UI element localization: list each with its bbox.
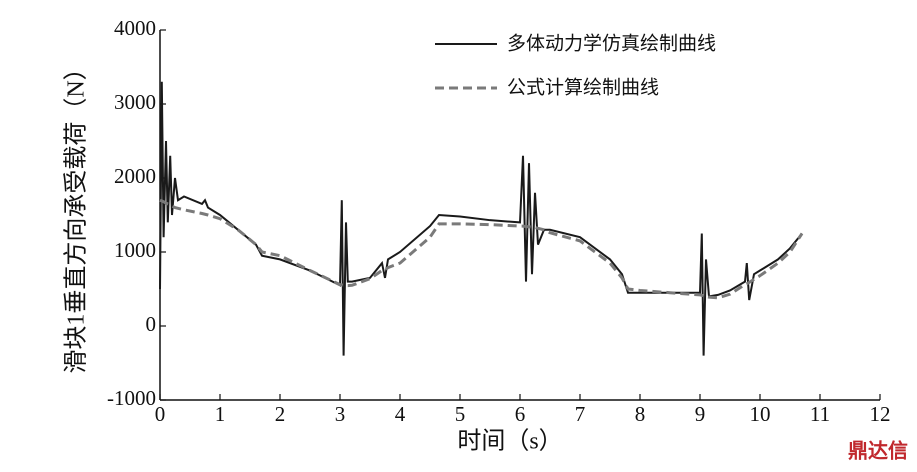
x-tick-label: 2 bbox=[275, 402, 286, 426]
y-tick-label: 0 bbox=[146, 312, 157, 336]
x-tick-label: 8 bbox=[635, 402, 646, 426]
x-tick-label: 0 bbox=[155, 402, 166, 426]
x-axis-label: 时间（s） bbox=[457, 428, 562, 455]
y-tick-label: 1000 bbox=[114, 238, 156, 262]
x-tick-label: 10 bbox=[750, 402, 771, 426]
x-tick-label: 12 bbox=[870, 402, 891, 426]
x-tick-label: 7 bbox=[575, 402, 586, 426]
x-tick-label: 5 bbox=[455, 402, 466, 426]
series-line bbox=[159, 198, 804, 300]
x-tick-label: 4 bbox=[395, 402, 406, 426]
x-tick-label: 6 bbox=[515, 402, 526, 426]
watermark: 鼎达信 bbox=[848, 439, 908, 463]
x-tick-label: 9 bbox=[695, 402, 706, 426]
x-tick-label: 1 bbox=[215, 402, 226, 426]
x-tick-label: 11 bbox=[810, 402, 830, 426]
legend-label: 多体动力学仿真绘制曲线 bbox=[507, 33, 716, 55]
y-tick-label: 2000 bbox=[114, 164, 156, 188]
x-tick-label: 3 bbox=[335, 402, 346, 426]
y-tick-label: -1000 bbox=[107, 386, 156, 410]
legend-label: 公式计算绘制曲线 bbox=[507, 77, 659, 99]
y-tick-label: 3000 bbox=[114, 90, 156, 114]
y-axis-label: 滑块1垂直方向承受载荷（N） bbox=[63, 56, 90, 373]
series-line bbox=[159, 81, 803, 356]
y-tick-label: 4000 bbox=[114, 16, 156, 40]
